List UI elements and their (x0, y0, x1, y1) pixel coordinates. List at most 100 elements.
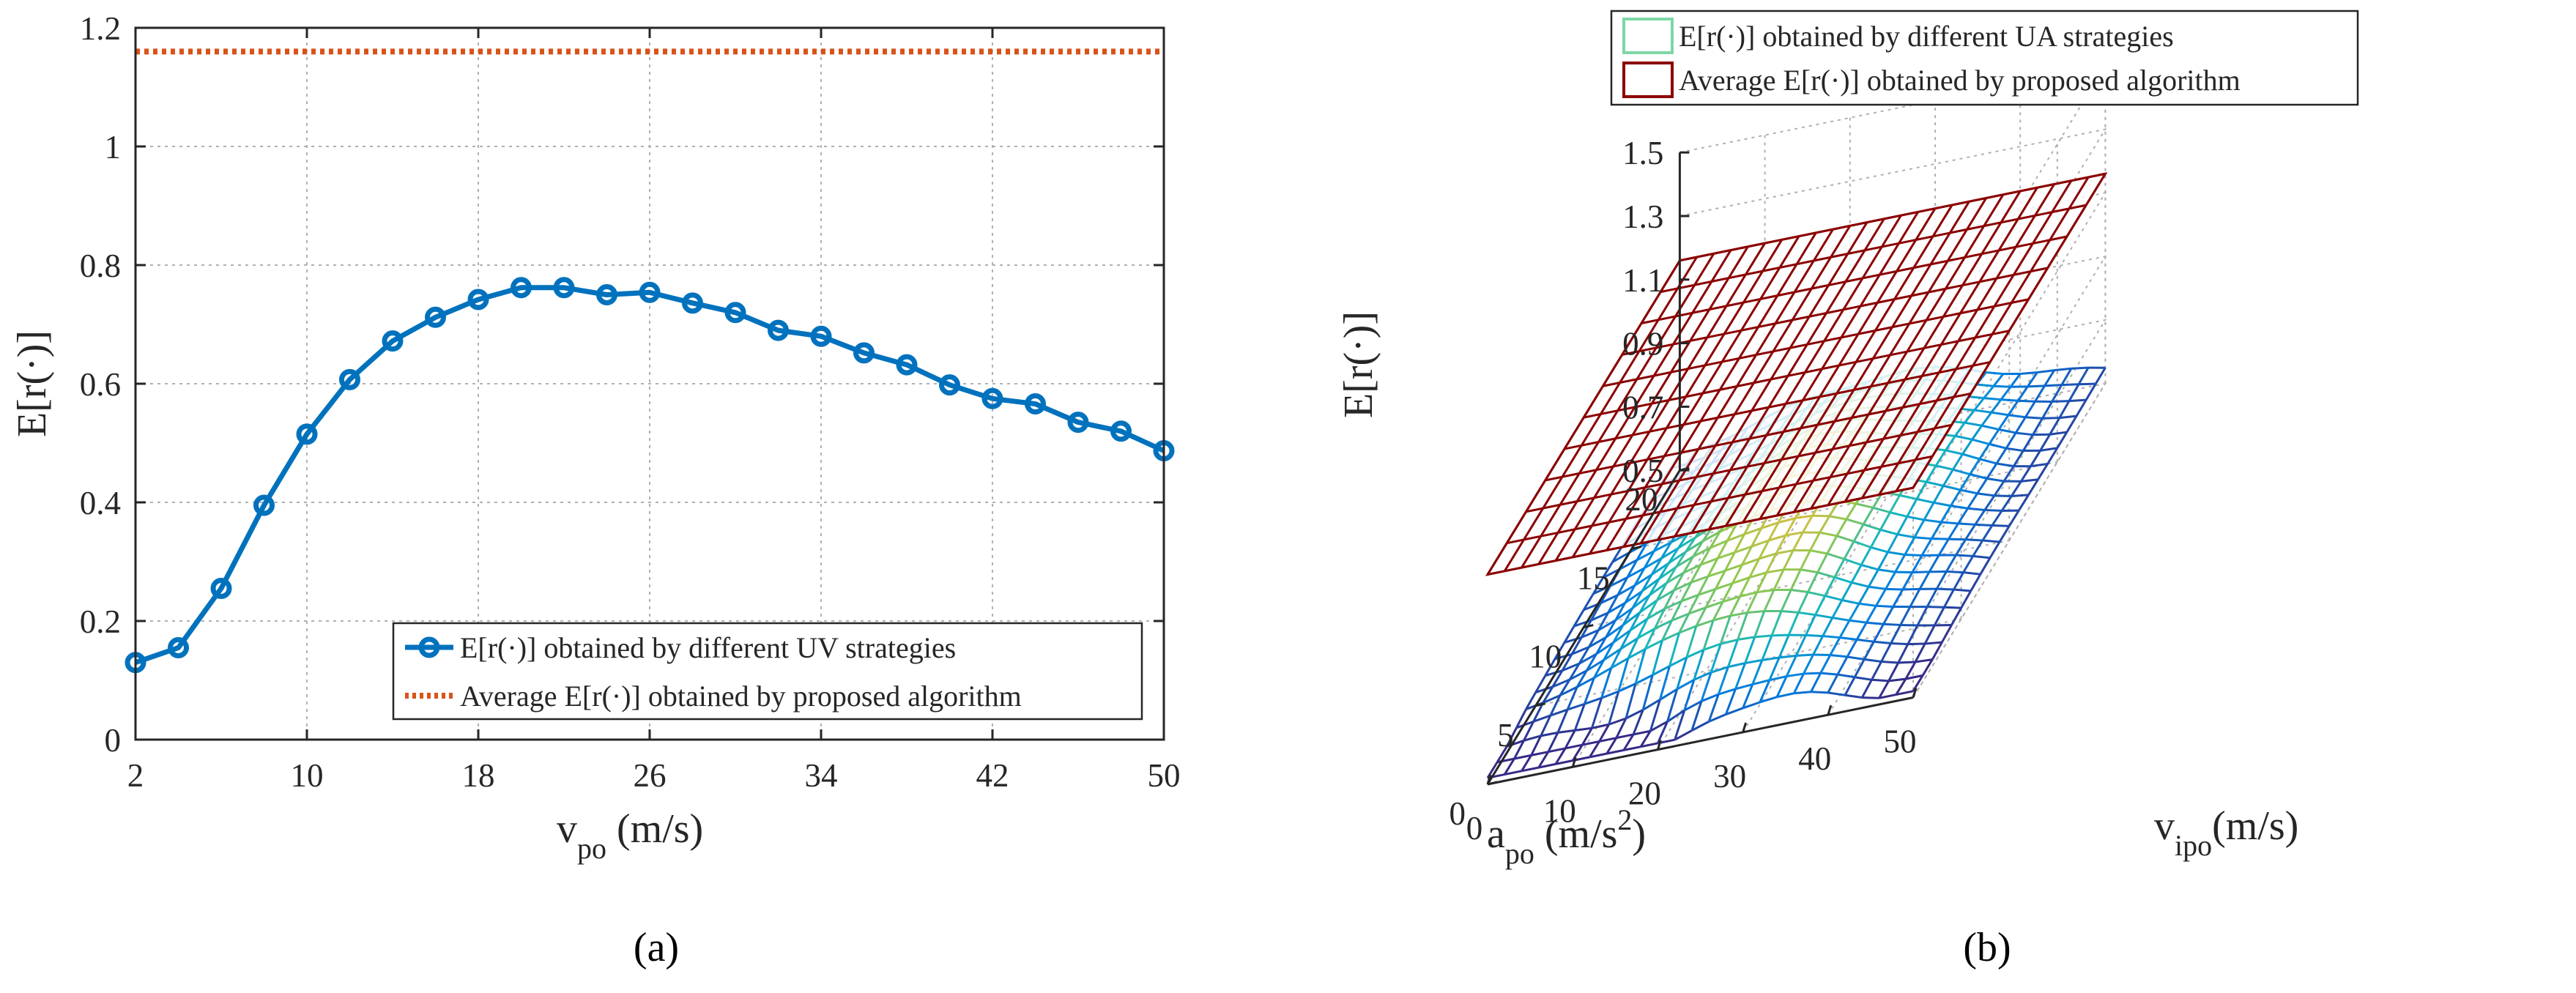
surface-mesh-line (1845, 677, 1855, 696)
surface-mesh-line (1944, 590, 1953, 607)
surface-mesh-line (1854, 541, 1871, 547)
surface-mesh-line (1810, 551, 1827, 554)
surface-mesh-line (1898, 535, 1915, 538)
y-tick-label: 15 (1577, 559, 1610, 596)
caption-b: (b) (1963, 925, 2011, 970)
surface-mesh-line (1890, 495, 1900, 512)
surface-mesh-line (1846, 519, 1863, 524)
surface-mesh-line (1757, 590, 1774, 592)
xlabel-unit: (m/s) (617, 806, 703, 852)
surface-mesh-line (1953, 590, 1970, 591)
surface-mesh-line (1927, 607, 1944, 608)
surface-mesh-line (1811, 692, 1828, 693)
surface-mesh-line (1855, 659, 1864, 677)
surface-mesh-line (1825, 577, 1835, 595)
surface-mesh-line (2069, 384, 2079, 401)
surface-mesh-line (2057, 432, 2067, 448)
surface-mesh-line (1944, 607, 1961, 608)
surface-mesh-line (1800, 551, 1810, 570)
surface-mesh-line (1737, 637, 1754, 640)
surface-mesh-line (1821, 655, 1830, 674)
surface-mesh-line (1925, 625, 1934, 644)
surface-mesh-line (1992, 525, 2009, 526)
surface-mesh-line (1915, 520, 1924, 538)
x-tick-label: 30 (1713, 758, 1746, 795)
surface-mesh-line (1786, 674, 1803, 676)
surface-mesh-line (1838, 657, 1847, 674)
x-tick-label: 50 (1148, 757, 1181, 794)
surface-mesh-line (1786, 655, 1796, 676)
surface-mesh-line (1900, 495, 1917, 499)
surface-mesh-line (1575, 704, 1584, 730)
surface-mesh-line (2052, 401, 2069, 402)
ylabel-sup: 2 (1617, 803, 1632, 836)
surface-mesh-line (1934, 486, 1943, 502)
surface-mesh-line (1830, 655, 1847, 657)
surface-mesh-line (2021, 466, 2030, 482)
surface-mesh-line (2060, 416, 2076, 418)
surface-mesh-line (1955, 423, 1964, 436)
z-tick-label: 1.5 (1622, 135, 1663, 171)
surface-mesh-line (2006, 433, 2016, 448)
surface-mesh-line (1896, 555, 1905, 573)
surface-mesh-line (1926, 482, 1943, 486)
surface-mesh-line (1920, 572, 1929, 590)
surface-mesh-line (1992, 412, 2008, 415)
surface-mesh-line (1791, 570, 1800, 590)
surface-mesh-line (1968, 494, 1978, 508)
surface-mesh-line (1825, 596, 1842, 600)
surface-mesh-line (1971, 574, 1981, 591)
surface-mesh-line (1721, 616, 1730, 644)
surface-mesh-line (2079, 368, 2088, 384)
surface-mesh-line (1983, 525, 1992, 540)
surface-mesh-line (1871, 662, 1881, 680)
y-tick-label: 5 (1497, 717, 1514, 754)
surface-mesh-line (1842, 582, 1852, 600)
surface-mesh-line (1805, 635, 1822, 636)
xlabel-var: v (2154, 803, 2175, 849)
surface-mesh-line (1793, 532, 1803, 551)
surface-mesh-line (2000, 526, 2009, 542)
surface-mesh-line (1990, 542, 2000, 558)
surface-mesh-line (1960, 475, 1970, 490)
surface-mesh-line (1849, 620, 1866, 622)
surface-mesh-line (1575, 728, 1592, 730)
surface-mesh-line (1985, 510, 2002, 511)
z-tick-label: 0.9 (1622, 326, 1663, 362)
surface-mesh-line (1915, 644, 1925, 662)
xlabel-unit: (m/s) (2212, 803, 2298, 849)
surface-mesh-line (2021, 480, 2038, 482)
z-tick-label: 1.3 (1622, 198, 1663, 235)
surface-mesh-line (1889, 663, 1898, 681)
surface-mesh-line (1886, 589, 1903, 590)
surface-mesh-line (1962, 454, 1979, 459)
xlabel-sub: ipo (2175, 829, 2212, 862)
surface-mesh-line (1840, 620, 1849, 637)
surface-mesh-line (1849, 603, 1859, 620)
surface-mesh-line (1847, 639, 1857, 657)
surface-mesh-line (1745, 637, 1755, 663)
surface-mesh-line (1874, 641, 1890, 643)
x-tick-label: 20 (1628, 776, 1661, 812)
legend-label-series-1: E[r(·)] obtained by different UV strateg… (460, 631, 956, 664)
surface-mesh-line (2041, 434, 2050, 450)
surface-mesh-line (1711, 644, 1721, 672)
surface-mesh-line (1847, 657, 1864, 659)
x-tick-label: 10 (291, 757, 324, 794)
surface-mesh-line (1833, 618, 1849, 621)
surface-mesh-line (1886, 572, 1896, 589)
surface-mesh-line (1852, 582, 1868, 587)
surface-mesh-line (1558, 730, 1575, 732)
surface-mesh-line (1592, 698, 1601, 728)
surface-mesh-line (1973, 556, 1990, 557)
surface-mesh-line (1893, 590, 1903, 607)
x-tick-label: 0 (1466, 810, 1483, 847)
surface-mesh-line (1918, 607, 1927, 625)
surface-mesh-line (1833, 600, 1842, 617)
surface-mesh-line (1964, 556, 1973, 572)
surface-mesh-line (2016, 417, 2025, 433)
surface-mesh-line (1823, 636, 1840, 638)
surface-mesh-line (2020, 373, 2037, 374)
surface-mesh-line (1830, 638, 1840, 655)
surface-mesh-line (1964, 573, 1981, 575)
